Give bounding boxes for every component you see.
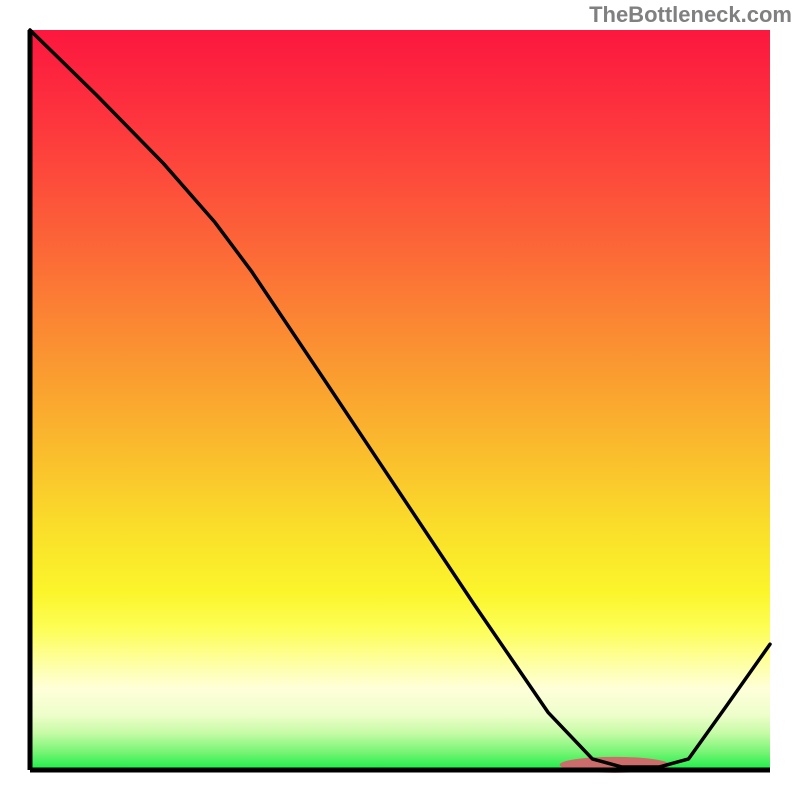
bottleneck-curve-chart bbox=[0, 0, 800, 800]
chart-container: TheBottleneck.com bbox=[0, 0, 800, 800]
watermark-text: TheBottleneck.com bbox=[589, 2, 792, 28]
